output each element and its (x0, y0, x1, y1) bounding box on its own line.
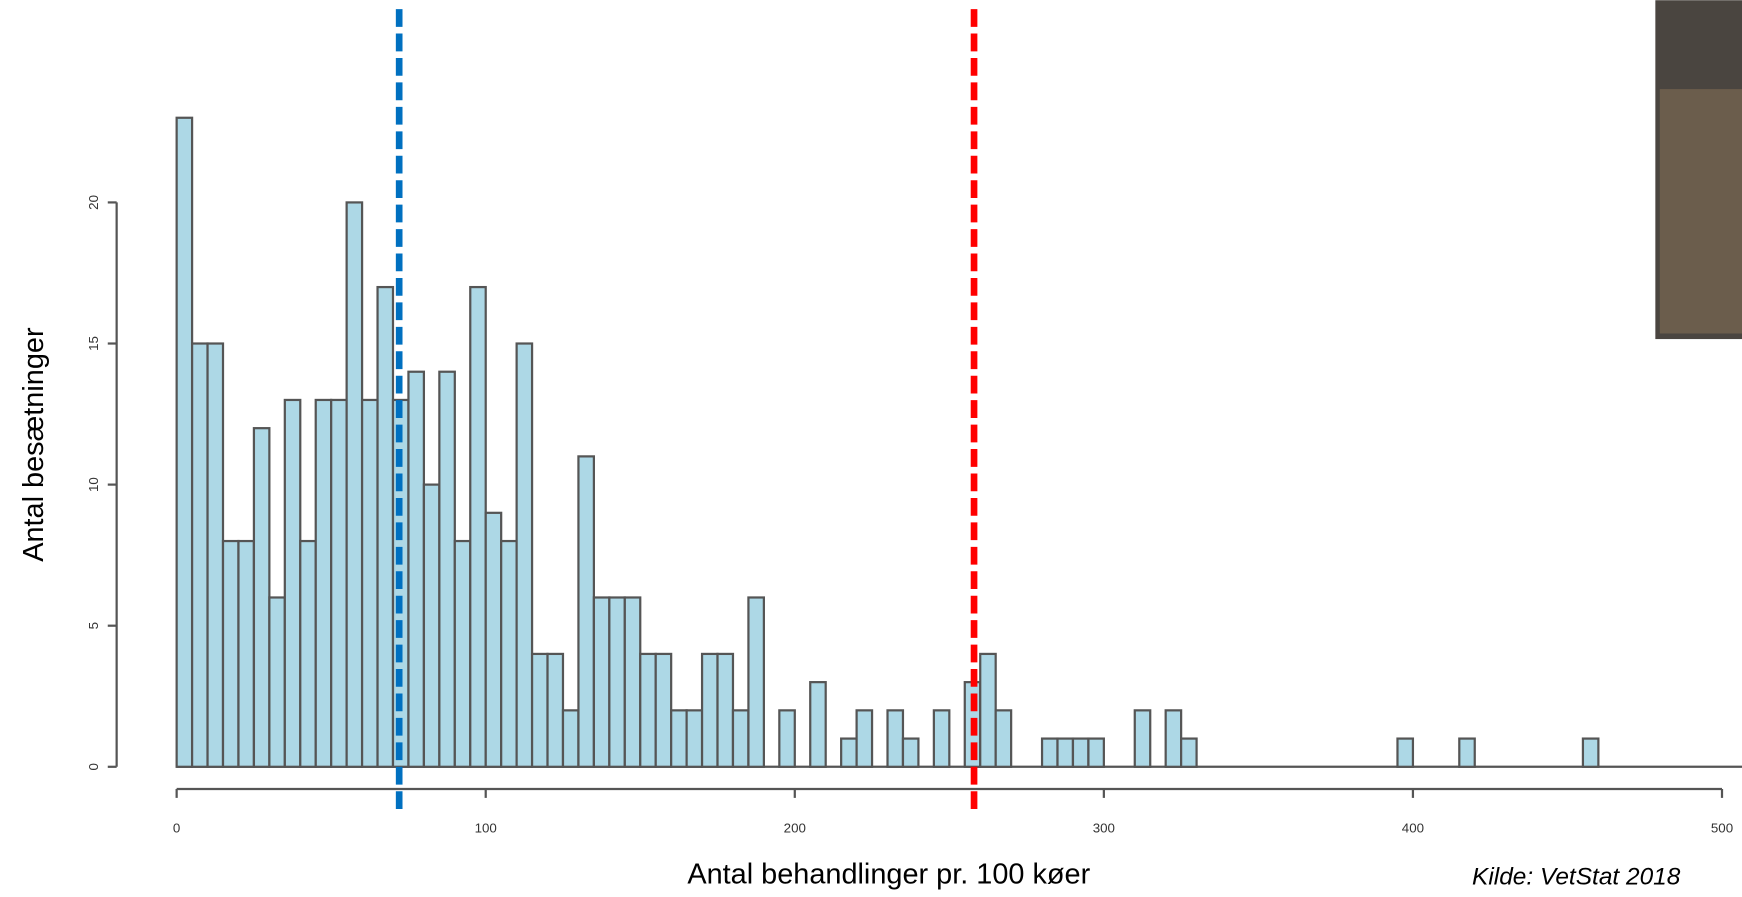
bar (1581, 737, 1600, 768)
bar (855, 709, 874, 768)
x-tick-label: 300 (1093, 821, 1115, 836)
bar (685, 709, 704, 768)
bar (840, 737, 858, 768)
photo-ground (1659, 89, 1742, 334)
bar (314, 398, 333, 768)
bar (577, 455, 596, 768)
bar (716, 652, 735, 768)
bar (299, 539, 317, 768)
bar (608, 596, 626, 768)
bar (190, 342, 209, 768)
bar (994, 709, 1013, 768)
bar (252, 427, 271, 768)
bar (639, 652, 657, 768)
bar (747, 596, 765, 768)
bar (1087, 737, 1105, 768)
bar (345, 201, 364, 768)
bar (422, 483, 441, 768)
y-axis-label: Antal besætninger (18, 327, 50, 562)
bar (546, 652, 565, 768)
y-tick-label: 5 (86, 622, 101, 629)
bar (809, 681, 827, 768)
bar (901, 737, 920, 768)
x-tick-label: 500 (1711, 821, 1733, 836)
x-tick-label: 200 (784, 821, 806, 836)
y-tick-label: 10 (86, 477, 101, 492)
bar (592, 596, 611, 768)
bar (1071, 737, 1090, 768)
bar (1396, 737, 1415, 768)
bar (221, 539, 240, 768)
bar (700, 652, 719, 768)
bar (515, 342, 534, 768)
bar (1056, 737, 1075, 768)
bar (469, 285, 487, 768)
bar (1458, 737, 1476, 768)
bar (932, 709, 951, 768)
x-tick-label: 0 (173, 821, 180, 836)
bar (268, 596, 286, 768)
bar (731, 709, 750, 768)
bar (438, 370, 456, 768)
bar (1133, 709, 1152, 768)
bar (530, 652, 549, 768)
bar (376, 285, 395, 768)
source: Kilde: VetStat 2018 (1472, 863, 1681, 890)
bar (407, 370, 426, 768)
bar (237, 539, 256, 768)
bar (1040, 737, 1059, 768)
bar (175, 116, 194, 768)
bar (330, 398, 348, 768)
y-tick-label: 15 (86, 336, 101, 351)
bar (206, 342, 225, 768)
bar (886, 709, 905, 768)
bar (670, 709, 688, 768)
x-tick-label: 400 (1402, 821, 1424, 836)
bar (778, 709, 796, 768)
bar (283, 398, 302, 768)
bar (654, 652, 673, 768)
bar (453, 539, 472, 768)
bar (623, 596, 642, 768)
bar (561, 709, 580, 768)
x-axis-label: Antal behandlinger pr. 100 køer (687, 858, 1090, 890)
bar (979, 652, 997, 768)
bar (500, 539, 518, 768)
y-tick-label: 0 (86, 763, 101, 770)
y-tick-label: 20 (86, 195, 101, 210)
bar (484, 511, 503, 768)
bar (1180, 737, 1198, 768)
bar (1164, 709, 1183, 768)
x-tick-label: 100 (475, 821, 497, 836)
bar (360, 398, 379, 768)
